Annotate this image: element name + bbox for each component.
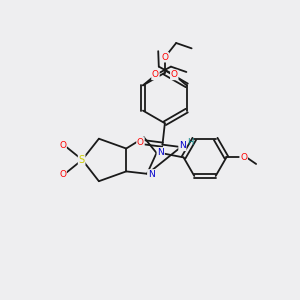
Text: O: O	[161, 53, 168, 62]
Text: O: O	[59, 169, 66, 178]
Text: O: O	[171, 70, 178, 80]
Text: S: S	[79, 155, 85, 165]
Text: H: H	[187, 138, 194, 147]
Text: O: O	[137, 138, 144, 147]
Text: N: N	[148, 170, 154, 179]
Text: O: O	[59, 141, 66, 150]
Text: O: O	[152, 70, 159, 80]
Text: N: N	[179, 141, 186, 150]
Text: N: N	[157, 148, 164, 157]
Text: O: O	[240, 153, 247, 162]
